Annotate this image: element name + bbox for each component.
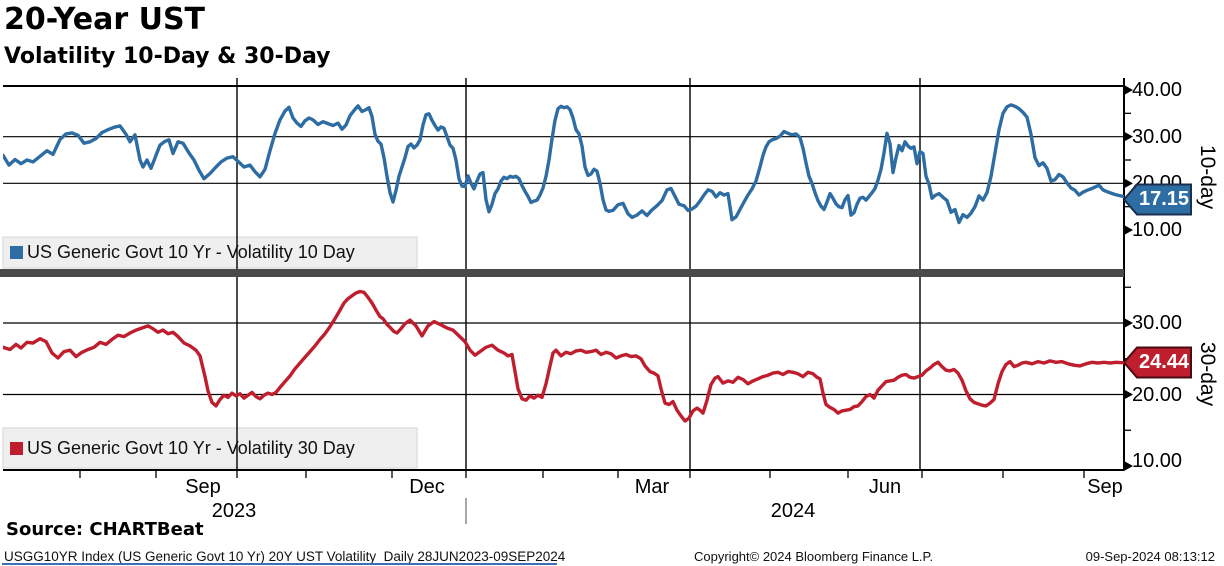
description-underline bbox=[2, 563, 557, 565]
last-value-badge-10-day: 17.15 bbox=[1124, 183, 1194, 216]
ytick-label-10day-10: 10.00 bbox=[1132, 219, 1183, 241]
xtick-month-dec: Dec bbox=[409, 476, 445, 498]
xtick-month-mar: Mar bbox=[634, 476, 670, 498]
ytick-arrow-icon bbox=[1124, 225, 1133, 235]
ytick-arrow-icon bbox=[1124, 461, 1133, 471]
legend-label: US Generic Govt 10 Yr - Volatility 30 Da… bbox=[27, 438, 355, 458]
series-line-30-day bbox=[3, 289, 1124, 423]
legend-item-volatility-10-day[interactable]: US Generic Govt 10 Yr - Volatility 10 Da… bbox=[3, 237, 417, 268]
xtick-month-sep: Sep bbox=[185, 476, 221, 498]
ytick-label-30day-10: 10.00 bbox=[1132, 450, 1183, 472]
last-value-30-day: 24.44 bbox=[1138, 351, 1190, 373]
xtick-month-jun: Jun bbox=[868, 476, 902, 498]
source-label: Source: CHARTBeat bbox=[6, 519, 204, 540]
last-value-10-day: 17.15 bbox=[1138, 188, 1190, 210]
legend-swatch-red-icon bbox=[10, 442, 23, 455]
timestamp: 09-Sep-2024 08:13:12 bbox=[1085, 549, 1215, 564]
ytick-label-30day-30: 30.00 bbox=[1132, 312, 1183, 334]
copyright-notice: Copyright© 2024 Bloomberg Finance L.P. bbox=[694, 549, 934, 564]
ytick-arrow-icon bbox=[1124, 85, 1133, 95]
security-description: USGG10YR Index (US Generic Govt 10 Yr) 2… bbox=[4, 549, 566, 564]
ytick-arrow-icon bbox=[1124, 389, 1133, 400]
last-value-badge-30-day: 24.44 bbox=[1124, 346, 1194, 379]
ytick-label-30day-20: 20.00 bbox=[1132, 383, 1183, 406]
xtick-year-2024: 2024 bbox=[770, 500, 816, 522]
right-axis-title-30-day: 30-day bbox=[1196, 341, 1219, 407]
page-title: 20-Year UST bbox=[4, 2, 206, 37]
ytick-label-10day-40: 40.00 bbox=[1132, 79, 1183, 101]
xtick-year-2023: 2023 bbox=[211, 500, 257, 522]
legend-item-volatility-30-day[interactable]: US Generic Govt 10 Yr - Volatility 30 Da… bbox=[3, 428, 417, 468]
ytick-label-10day-30: 30.00 bbox=[1132, 125, 1183, 148]
xtick-month-sep: Sep bbox=[1087, 476, 1123, 498]
right-axis-title-10-day: 10-day bbox=[1196, 144, 1219, 210]
legend-swatch-blue-icon bbox=[10, 246, 23, 259]
ytick-arrow-icon bbox=[1124, 178, 1133, 189]
legend-label: US Generic Govt 10 Yr - Volatility 10 Da… bbox=[27, 242, 355, 262]
series-line-10-day bbox=[3, 103, 1124, 225]
page-subtitle: Volatility 10-Day & 30-Day bbox=[4, 44, 331, 69]
legend-box-bottom bbox=[2, 427, 418, 469]
legend-box-top bbox=[2, 236, 418, 269]
panel-divider bbox=[0, 269, 1124, 277]
ytick-arrow-icon bbox=[1124, 318, 1133, 328]
ytick-arrow-icon bbox=[1124, 131, 1133, 142]
